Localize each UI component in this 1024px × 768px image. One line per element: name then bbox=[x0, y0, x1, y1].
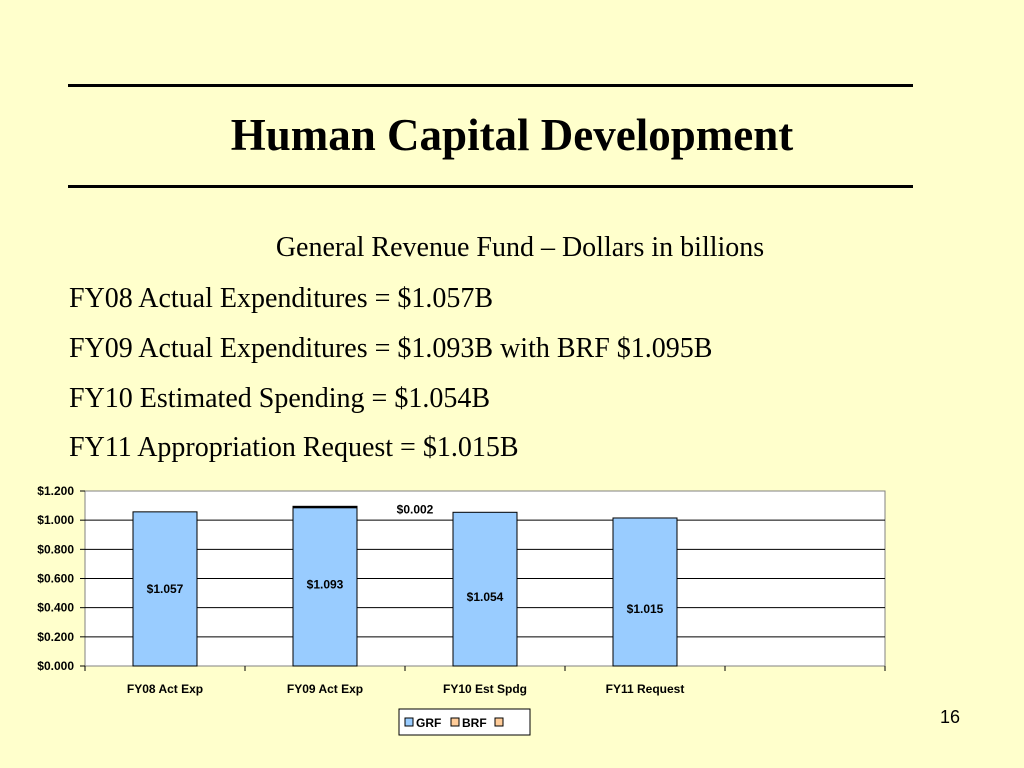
grf-bar bbox=[452, 511, 518, 667]
grf-data-label: $1.093 bbox=[307, 577, 344, 591]
fy11-line: FY11 Appropriation Request = $1.015B bbox=[69, 432, 519, 463]
y-tick-label: $0.200 bbox=[37, 630, 74, 644]
y-tick-label: $1.200 bbox=[37, 484, 74, 498]
grf-data-label: $1.057 bbox=[147, 582, 184, 596]
fy10-line: FY10 Estimated Spending = $1.054B bbox=[69, 383, 491, 414]
title-bottom-rule bbox=[68, 185, 913, 188]
brf-data-label: $0.002 bbox=[397, 502, 434, 516]
y-tick-label: $0.800 bbox=[37, 542, 74, 556]
y-tick-label: $0.000 bbox=[37, 659, 74, 673]
legend-swatch-extra bbox=[494, 717, 504, 727]
brf-bar bbox=[292, 505, 358, 509]
y-tick-label: $0.400 bbox=[37, 601, 74, 615]
x-tick-label: FY11 Request bbox=[606, 682, 685, 696]
x-tick-label: FY10 Est Spdg bbox=[443, 682, 527, 696]
legend-box bbox=[398, 708, 531, 736]
x-tick-label: FY08 Act Exp bbox=[127, 682, 203, 696]
grf-data-label: $1.054 bbox=[467, 590, 504, 604]
fy08-line: FY08 Actual Expenditures = $1.057B bbox=[69, 283, 494, 314]
page-number: 16 bbox=[939, 707, 961, 727]
title-top-rule bbox=[68, 84, 913, 87]
legend-label-brf: BRF bbox=[462, 716, 487, 730]
grf-bar bbox=[132, 511, 198, 667]
x-tick-label: FY09 Act Exp bbox=[287, 682, 363, 696]
legend-swatch-grf bbox=[404, 717, 414, 727]
grf-data-label: $1.015 bbox=[627, 602, 664, 616]
legend-label-grf: GRF bbox=[416, 716, 441, 730]
grf-bar bbox=[612, 517, 678, 667]
y-tick-label: $1.000 bbox=[37, 513, 74, 527]
expenditure-chart: $0.000 $0.200 $0.400 $0.600 $0.800 $1.000 $1.2… bbox=[37, 484, 886, 736]
slide-title: Human Capital Development bbox=[230, 110, 794, 160]
fy09-line: FY09 Actual Expenditures = $1.093B with … bbox=[69, 333, 713, 364]
slide-subtitle: General Revenue Fund – Dollars in billio… bbox=[275, 232, 765, 263]
y-tick-label: $0.600 bbox=[37, 572, 74, 586]
legend-swatch-brf bbox=[450, 717, 460, 727]
